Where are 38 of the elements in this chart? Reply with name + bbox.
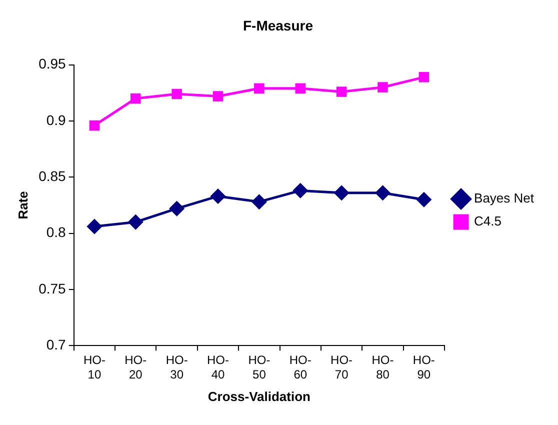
- legend-label: C4.5: [474, 214, 502, 229]
- point: [128, 214, 143, 230]
- point: [89, 120, 100, 131]
- x-tick-label: HO-90: [412, 353, 435, 382]
- point: [130, 93, 141, 104]
- y-axis-title: Rate: [15, 191, 30, 220]
- point: [378, 82, 388, 92]
- point: [293, 183, 308, 198]
- x-tick-label: HO-20: [124, 353, 147, 382]
- point: [336, 86, 347, 97]
- legend-label: Bayes Net: [474, 190, 534, 206]
- point: [376, 186, 390, 200]
- chart-title: F-Measure: [242, 17, 314, 34]
- point: [254, 83, 264, 94]
- point: [416, 192, 432, 207]
- point: [212, 91, 224, 102]
- x-tick-label: HO-10: [83, 353, 106, 382]
- x-tick-label: HO-40: [207, 353, 229, 382]
- x-tick-label: HO-30: [166, 353, 188, 382]
- y-tick-label: 0.9: [46, 112, 66, 128]
- x-tick-label: HO-60: [289, 353, 312, 382]
- y-tick-label: 0.8: [46, 224, 66, 240]
- point: [170, 201, 184, 216]
- x-tick-label: HO-80: [372, 353, 394, 382]
- y-tick-label: 0.85: [38, 168, 66, 184]
- x-axis-title: Cross-Validation: [208, 388, 311, 404]
- point: [418, 72, 430, 82]
- point: [252, 194, 266, 210]
- point: [87, 219, 102, 234]
- y-tick-label: 0.95: [38, 56, 66, 72]
- y-tick-label: 0.7: [46, 336, 66, 352]
- point: [210, 188, 226, 204]
- y-tick-label: 0.75: [38, 280, 66, 296]
- x-tick-label: HO-50: [248, 353, 270, 382]
- x-tick-label: HO-70: [330, 353, 353, 382]
- point: [172, 88, 182, 100]
- point: [334, 186, 349, 200]
- point: [295, 83, 306, 94]
